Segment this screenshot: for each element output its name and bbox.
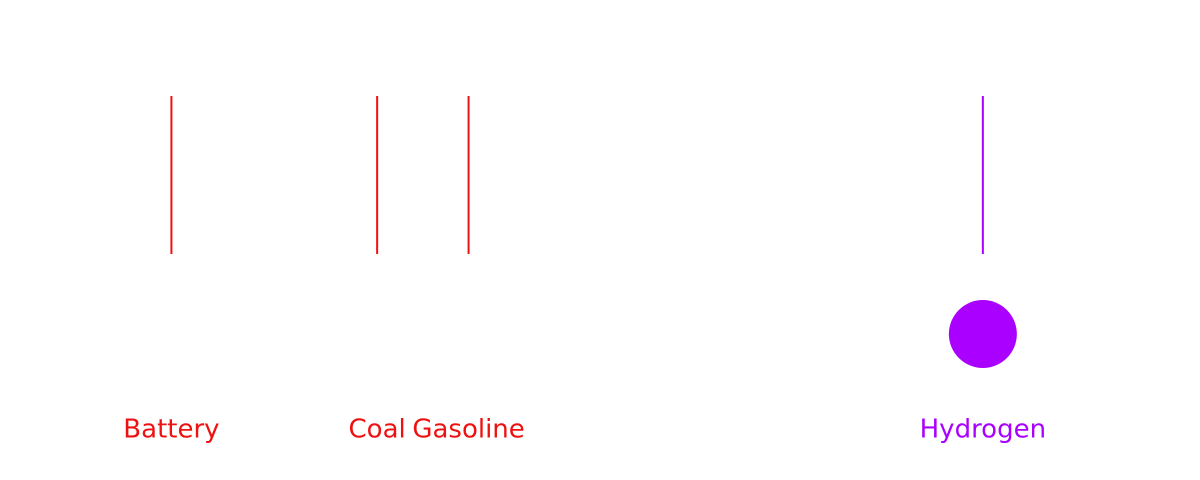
highlight-points xyxy=(948,300,1017,368)
category-label-gasoline: Gasoline xyxy=(412,415,524,445)
category-label-battery: Battery xyxy=(123,415,219,445)
category-markers xyxy=(170,96,984,254)
category-label-coal: Coal xyxy=(349,415,406,445)
highlight-dot-hydrogen xyxy=(948,300,1017,368)
category-label-hydrogen: Hydrogen xyxy=(920,415,1046,445)
category-labels: Battery Coal Gasoline Hydrogen xyxy=(123,415,1046,445)
